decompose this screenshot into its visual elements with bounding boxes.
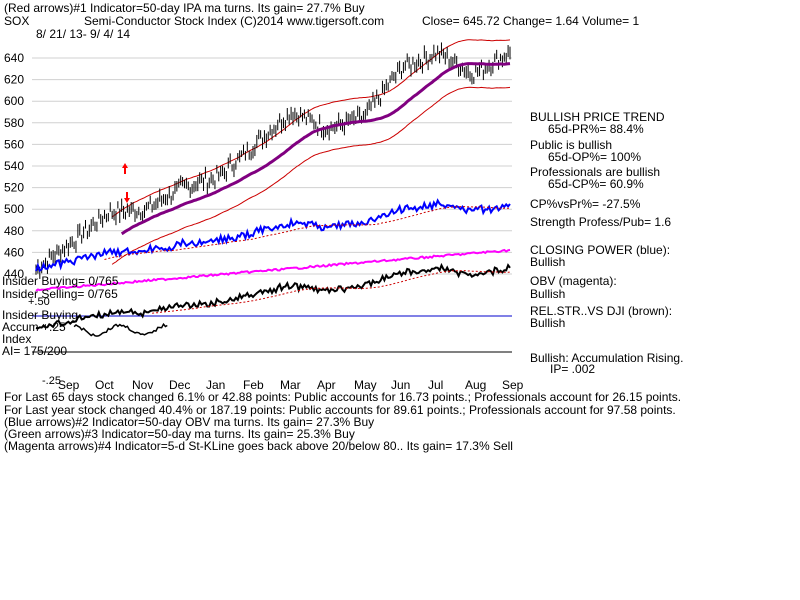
- accum-label: Accum +.25: [2, 320, 66, 334]
- x-tick-label: Oct: [95, 378, 114, 392]
- x-tick-label: Jan: [206, 378, 225, 392]
- upper-band: [111, 39, 511, 218]
- obv-line: [35, 248, 511, 292]
- header-indicator-line: (Red arrows)#1 Indicator=50-day IPA ma t…: [4, 1, 365, 15]
- y-tick-label: 460: [4, 245, 24, 259]
- rel-strength-ma: [152, 270, 511, 314]
- obv-status: Bullish: [530, 287, 566, 301]
- closing-power-line: [35, 198, 511, 273]
- x-tick-label: May: [354, 378, 377, 392]
- y-tick-label: 560: [4, 137, 24, 151]
- signal-arrows: [122, 163, 130, 203]
- chart-title: Semi-Conductor Stock Index (C)2014 www.t…: [84, 14, 385, 28]
- rel-strength-series: [35, 262, 511, 330]
- x-tick-label: Dec: [169, 378, 190, 392]
- footer-65day: For Last 65 days stock changed 6.1% or 4…: [4, 390, 682, 404]
- footer-year: For Last year stock changed 40.4% or 187…: [4, 403, 676, 417]
- y-tick-label: 520: [4, 181, 24, 195]
- ai-value: AI= 175/200: [2, 344, 68, 358]
- y-tick-label: 440: [4, 267, 24, 281]
- relstr-label: REL.STR..VS DJI (brown):: [530, 304, 673, 318]
- cpvspr-value: CP%vsPr%= -27.5%: [530, 197, 641, 211]
- price-bars: [35, 42, 511, 279]
- closing-power-ma: [104, 205, 510, 260]
- lower-band: [111, 86, 511, 265]
- insider-buying-label: Insider Buying: [2, 308, 79, 322]
- y-tick-label: 580: [4, 116, 24, 130]
- closing-power-label: CLOSING POWER (blue):: [530, 243, 671, 257]
- insider-buying: Insider Buying= 0/765: [2, 274, 119, 288]
- x-tick-label: Feb: [243, 378, 264, 392]
- y-tick-label: 600: [4, 94, 24, 108]
- cp-value: 65d-CP%= 60.9%: [548, 177, 644, 191]
- accumulation-index: [73, 322, 168, 337]
- accum-plus50: +.50: [28, 296, 50, 308]
- x-tick-label: Jun: [391, 378, 410, 392]
- y-axis-labels: 440 460 480 500 520 540 560 580 600 620 640: [4, 51, 24, 281]
- x-tick-label: Sep: [502, 378, 524, 392]
- relative-strength-line: [35, 262, 511, 330]
- x-tick-label: Nov: [132, 378, 153, 392]
- footer-green-arrows: (Green arrows)#3 Indicator=50-day ma tur…: [4, 427, 355, 441]
- public-status: Public is bullish: [530, 138, 613, 152]
- x-axis-labels: Sep Oct Nov Dec Jan Feb Mar Apr May Jun Jul Aug Sep: [58, 378, 524, 392]
- y-tick-label: 640: [4, 51, 24, 65]
- x-tick-label: Mar: [280, 378, 301, 392]
- obv-label: OBV (magenta):: [530, 274, 617, 288]
- insider-selling: Insider Selling= 0/765: [2, 287, 118, 301]
- price-grid: [32, 57, 512, 353]
- footer-blue-arrows: (Blue arrows)#2 Indicator=50-day OBV ma …: [4, 415, 375, 429]
- relstr-status: Bullish: [530, 316, 566, 330]
- y-tick-label: 500: [4, 202, 24, 216]
- moving-average-line: [120, 62, 511, 236]
- y-tick-label: 480: [4, 224, 24, 238]
- y-tick-label: 620: [4, 73, 24, 87]
- accumulation-status: Bullish: Accumulation Rising.: [530, 351, 684, 365]
- close-change-volume: Close= 645.72 Change= 1.64 Volume= 1: [422, 14, 640, 28]
- x-tick-label: Aug: [465, 378, 486, 392]
- pros-status: Professionals are bullish: [530, 165, 661, 179]
- obv-series: [35, 248, 511, 292]
- ma50-line: [120, 62, 511, 236]
- red-arrow-icon: [124, 198, 130, 203]
- closing-power-series: [35, 198, 511, 273]
- x-tick-label: Sep: [58, 378, 80, 392]
- ip-value: IP= .002: [550, 362, 596, 376]
- index-label: Index: [2, 332, 32, 346]
- pr-value: 65d-PR%= 88.4%: [548, 122, 644, 136]
- y-tick-label: 540: [4, 159, 24, 173]
- accum-series: [73, 322, 168, 337]
- x-tick-label: Apr: [317, 378, 336, 392]
- symbol: SOX: [4, 14, 30, 28]
- red-arrow-icon: [122, 163, 128, 168]
- op-value: 65d-OP%= 100%: [548, 150, 642, 164]
- accum-minus25: -.25: [42, 375, 61, 387]
- price-trend: BULLISH PRICE TREND: [530, 110, 665, 124]
- footer-magenta-arrows: (Magenta arrows)#4 Indicator=5-d St-KLin…: [4, 439, 513, 453]
- x-tick-label: Jul: [428, 378, 443, 392]
- date-range: 8/ 21/ 13- 9/ 4/ 14: [36, 27, 131, 41]
- strength-value: Strength Profess/Pub= 1.6: [530, 215, 672, 229]
- closing-power-status: Bullish: [530, 255, 566, 269]
